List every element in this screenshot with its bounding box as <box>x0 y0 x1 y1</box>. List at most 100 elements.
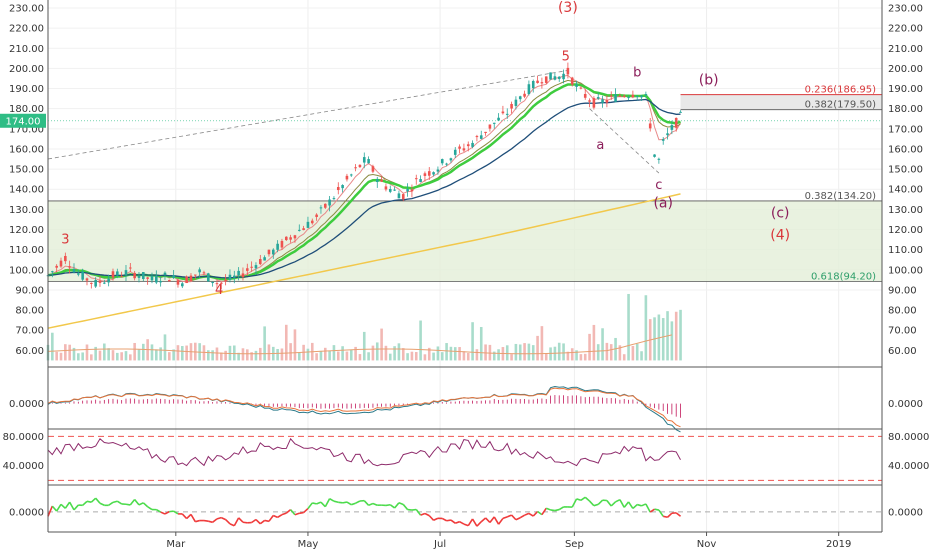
candle-body <box>233 276 236 278</box>
candle-body <box>185 276 188 283</box>
candle-body <box>359 165 362 167</box>
candle-body <box>645 94 648 95</box>
candle-body <box>320 207 323 208</box>
candle-body <box>632 95 635 97</box>
osc-segment <box>551 510 555 511</box>
candle-body <box>493 123 496 124</box>
candle-body <box>619 96 622 97</box>
candle-body <box>281 241 284 248</box>
candle-body <box>406 189 409 191</box>
osc-segment <box>208 521 212 522</box>
price-tick-label-right: 200.00 <box>888 64 923 75</box>
volume-bar <box>64 344 67 360</box>
macd-tick-left: 0.0000 <box>9 399 44 410</box>
candle-body <box>363 157 366 162</box>
volume-bar <box>458 347 461 360</box>
candle-body <box>580 88 583 89</box>
candle-body <box>138 276 141 278</box>
volume-bar <box>120 352 123 360</box>
volume-bar <box>346 352 349 361</box>
candle-body <box>441 159 444 163</box>
candle-body <box>376 179 379 182</box>
candle-body <box>55 266 58 268</box>
candle-body <box>597 97 600 99</box>
fib-level-label: 0.382(134.20) <box>805 191 877 202</box>
volume-bar <box>523 343 526 360</box>
candle-body <box>545 76 548 83</box>
candle-body <box>380 180 383 182</box>
volume-bar <box>545 353 548 360</box>
volume-bar <box>81 352 84 360</box>
price-tick-label-right: 140.00 <box>888 185 923 196</box>
candle-body <box>411 190 414 192</box>
osc-segment <box>655 509 659 510</box>
macd-tick-right: 0.0000 <box>888 399 923 410</box>
price-tick-label-left: 220.00 <box>9 24 44 35</box>
candle-body <box>341 185 344 188</box>
candle-body <box>627 97 630 98</box>
osc-segment <box>447 520 451 521</box>
osc-segment <box>338 502 342 503</box>
osc-segment <box>87 501 91 502</box>
candle-body <box>666 133 669 135</box>
candle-body <box>181 283 184 286</box>
price-tick-label-right: 170.00 <box>888 124 923 135</box>
volume-bar <box>519 344 522 360</box>
candle-body <box>146 277 149 278</box>
candle-body <box>346 176 349 180</box>
osc-segment <box>204 521 208 522</box>
volume-bar <box>207 350 210 360</box>
volume-bar <box>406 353 409 360</box>
price-tick-label-right: 70.00 <box>888 326 917 337</box>
candle-body <box>532 81 535 88</box>
candle-body <box>671 125 674 130</box>
price-tick-label-right: 230.00 <box>888 3 923 14</box>
volume-bar <box>627 294 630 360</box>
volume-bar <box>328 351 331 360</box>
volume-bar <box>415 352 418 360</box>
volume-bar <box>549 347 552 360</box>
candle-body <box>229 275 232 280</box>
volume-bar <box>164 334 167 360</box>
price-tick-label-right: 150.00 <box>888 165 923 176</box>
candle-body <box>614 94 617 101</box>
volume-bar <box>181 346 184 360</box>
volume-bar <box>60 353 63 361</box>
wave-label: (a) <box>653 195 673 211</box>
candle-body <box>389 189 392 192</box>
candle-body <box>324 204 327 208</box>
candle-body <box>133 273 136 278</box>
volume-bar <box>562 343 565 360</box>
candle-body <box>649 123 652 128</box>
candle-body <box>484 132 487 133</box>
price-tick-label-right: 210.00 <box>888 44 923 55</box>
rsi-tick-left: 40.0000 <box>3 461 44 472</box>
volume-bar <box>606 343 609 361</box>
volume-bar <box>584 354 587 361</box>
osc-tick-left: 0.0000 <box>9 507 44 518</box>
candle-body <box>662 139 665 141</box>
candle-body <box>506 114 509 115</box>
candle-body <box>125 270 128 275</box>
volume-bar <box>129 354 132 360</box>
wave-label: 3 <box>61 233 69 248</box>
volume-bar <box>55 352 58 361</box>
volume-bar <box>116 353 119 361</box>
candle-body <box>424 173 427 176</box>
candle-body <box>588 100 591 101</box>
volume-bar <box>359 354 362 360</box>
volume-bar <box>432 353 435 361</box>
volume-bar <box>532 345 535 360</box>
candle-body <box>536 81 539 83</box>
price-tick-label-right: 180.00 <box>888 104 923 115</box>
volume-bar <box>125 351 128 360</box>
price-tick-label-right: 220.00 <box>888 24 923 35</box>
volume-bar <box>151 344 154 360</box>
candle-body <box>593 98 596 108</box>
volume-bar <box>133 343 136 360</box>
x-tick-label: Mar <box>166 539 186 550</box>
volume-bar <box>68 345 71 361</box>
candle-body <box>81 271 84 279</box>
volume-bar <box>463 351 466 360</box>
